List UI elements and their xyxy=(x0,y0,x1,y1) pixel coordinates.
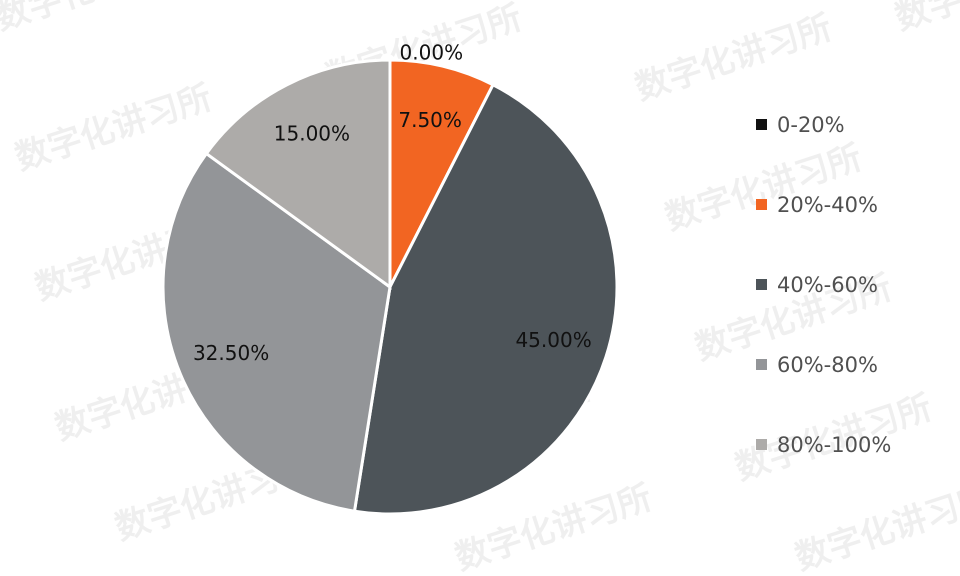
watermark-text: 数字化讲习所 xyxy=(890,0,960,39)
pie-slice-40%-60% xyxy=(352,82,619,516)
legend-entry: 60%-80% xyxy=(777,353,878,377)
pie-slice-60%-80% xyxy=(161,151,392,513)
data-label: 7.50% xyxy=(398,108,462,132)
data-labels: 0.00% 7.50% 45.00% 32.50% 15.00% xyxy=(193,41,592,365)
legend: 0-20% 20%-40% 40%-60% 60%-80% 80%-100% xyxy=(756,113,891,457)
legend-entry: 20%-40% xyxy=(777,193,878,217)
pie-slice-80%-100% xyxy=(204,58,392,290)
legend-swatch xyxy=(756,119,767,130)
legend-entry: 40%-60% xyxy=(777,273,878,297)
data-label: 0.00% xyxy=(400,41,464,65)
legend-swatch xyxy=(756,199,767,210)
watermark-text: 数字化讲习所 xyxy=(790,477,960,576)
legend-swatch xyxy=(756,439,767,450)
pie-slice-20%-40% xyxy=(388,58,496,288)
watermark-text: 数字化讲习所 xyxy=(630,7,836,108)
pie-slices xyxy=(161,58,619,516)
legend-swatch xyxy=(756,279,767,290)
data-label: 15.00% xyxy=(274,122,350,146)
data-label: 32.50% xyxy=(193,341,269,365)
watermark-text: 数字化讲习所 xyxy=(660,137,866,238)
data-label: 45.00% xyxy=(515,328,591,352)
watermark-text: 数字化讲习所 xyxy=(10,77,216,178)
watermark-text: 数字化讲习所 xyxy=(0,0,197,39)
legend-entry: 0-20% xyxy=(777,113,845,137)
legend-entry: 80%-100% xyxy=(777,433,891,457)
legend-swatch xyxy=(756,359,767,370)
